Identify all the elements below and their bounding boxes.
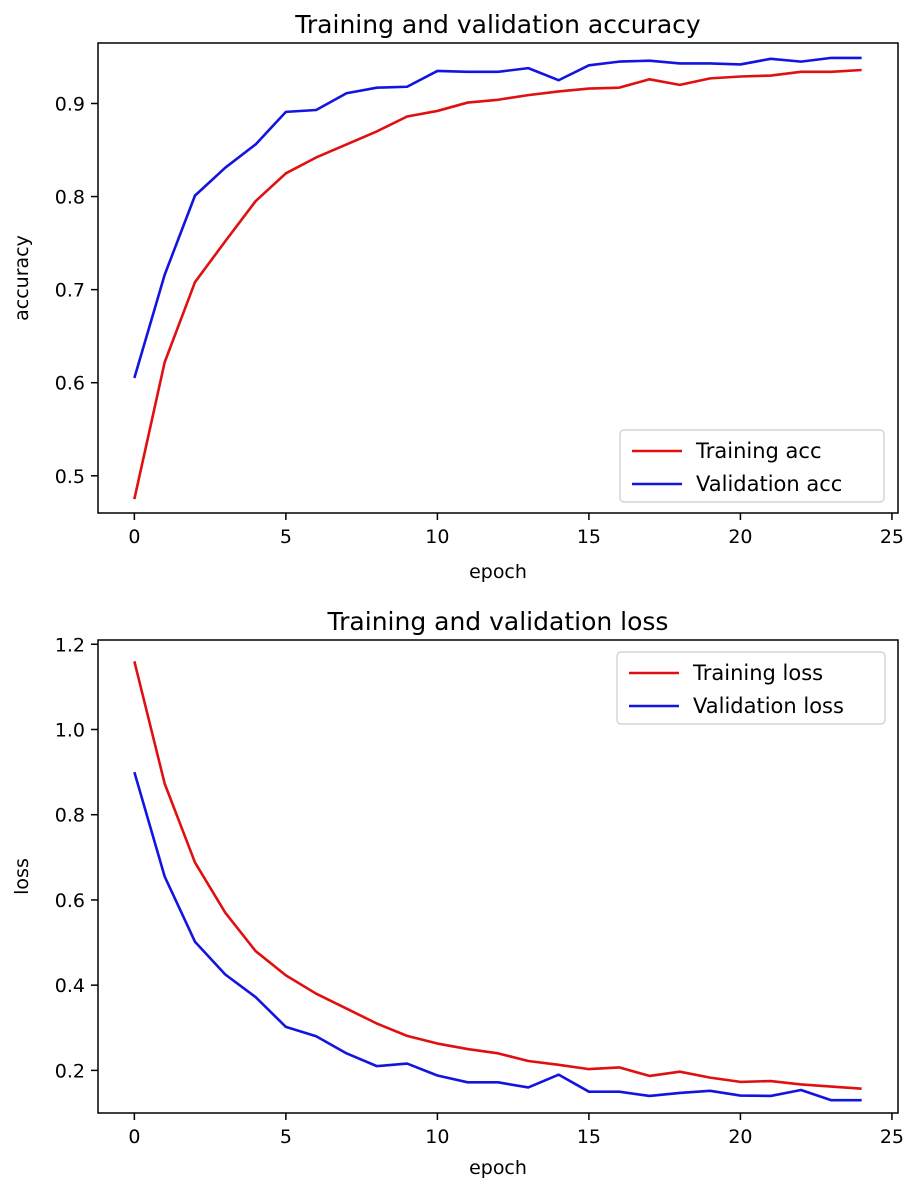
chart-title: Training and validation loss <box>327 607 669 636</box>
axes-frame <box>97 42 899 514</box>
x-tick-label: 15 <box>577 526 601 548</box>
x-axis-label: epoch <box>469 1157 527 1179</box>
x-tick-label: 20 <box>728 1126 752 1148</box>
x-tick-label: 0 <box>128 1126 140 1148</box>
x-tick-label: 10 <box>425 1126 449 1148</box>
legend-label-validation: Validation loss <box>693 694 844 718</box>
y-axis-label: accuracy <box>11 235 33 321</box>
x-tick-label: 5 <box>280 526 292 548</box>
x-tick-label: 20 <box>728 526 752 548</box>
y-tick-label: 0.6 <box>55 890 85 912</box>
legend-box <box>619 429 885 503</box>
x-tick-label: 25 <box>880 1126 904 1148</box>
y-tick-label: 0.6 <box>55 373 85 395</box>
x-tick-label: 5 <box>280 1126 292 1148</box>
x-tick-label: 0 <box>128 526 140 548</box>
legend: Training acc Validation acc <box>619 429 885 503</box>
chart-title: Training and validation accuracy <box>294 10 701 39</box>
y-tick-label: 0.7 <box>55 280 85 302</box>
y-tick-label: 1.0 <box>55 719 85 741</box>
x-tick-label: 25 <box>880 526 904 548</box>
y-tick-label: 1.2 <box>55 634 85 656</box>
legend: Training loss Validation loss <box>616 651 886 725</box>
y-tick-label: 0.8 <box>55 187 85 209</box>
x-tick-label: 15 <box>577 1126 601 1148</box>
accuracy-chart: Training and validation accuracy 0 5 10 15 20… <box>11 10 904 583</box>
legend-box <box>616 651 886 725</box>
series-line-training <box>133 660 862 1091</box>
y-tick-label: 0.5 <box>55 466 85 488</box>
y-tick-label: 0.2 <box>55 1060 85 1082</box>
series-line-validation <box>133 771 862 1102</box>
legend-label-validation: Validation acc <box>696 472 842 496</box>
x-tick-label: 10 <box>425 526 449 548</box>
series-line-training <box>133 68 862 500</box>
series-line-validation <box>133 56 862 379</box>
x-axis-label: epoch <box>469 561 527 583</box>
loss-chart: Training and validation loss 0 5 10 15 20 25 0.… <box>11 607 904 1179</box>
y-axis-label: loss <box>11 858 33 895</box>
y-tick-label: 0.9 <box>55 93 85 115</box>
legend-label-training: Training acc <box>695 439 822 463</box>
y-tick-label: 0.8 <box>55 805 85 827</box>
axes-frame <box>97 639 899 1114</box>
y-tick-label: 0.4 <box>55 975 85 997</box>
legend-label-training: Training loss <box>692 661 823 685</box>
